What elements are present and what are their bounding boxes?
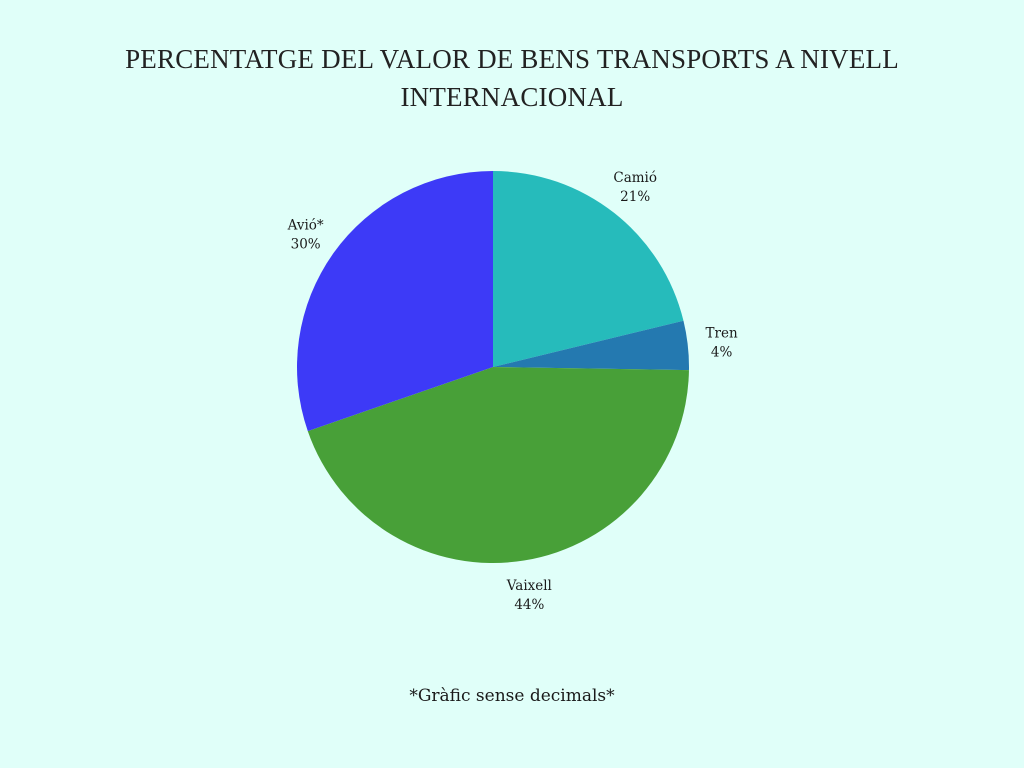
pie-slice-avi bbox=[297, 171, 493, 432]
slice-value-label: 30% bbox=[291, 237, 321, 253]
slice-label: Camió bbox=[613, 170, 657, 186]
slice-value-label: 44% bbox=[514, 597, 544, 613]
pie-slice-tren bbox=[493, 320, 689, 371]
chart-title: PERCENTATGE DEL VALOR DE BENS TRANSPORTS… bbox=[125, 44, 899, 112]
slice-label: Tren bbox=[706, 326, 738, 342]
slice-value-label: 21% bbox=[620, 189, 650, 205]
pie-slice-vaixell bbox=[307, 367, 689, 564]
slice-label: Avió* bbox=[287, 218, 324, 234]
slice-value-label: 4% bbox=[711, 345, 733, 361]
chart-footnote: *Gràfic sense decimals* bbox=[409, 686, 615, 706]
pie-slice-cami bbox=[493, 171, 684, 367]
slice-label: Vaixell bbox=[506, 578, 552, 594]
